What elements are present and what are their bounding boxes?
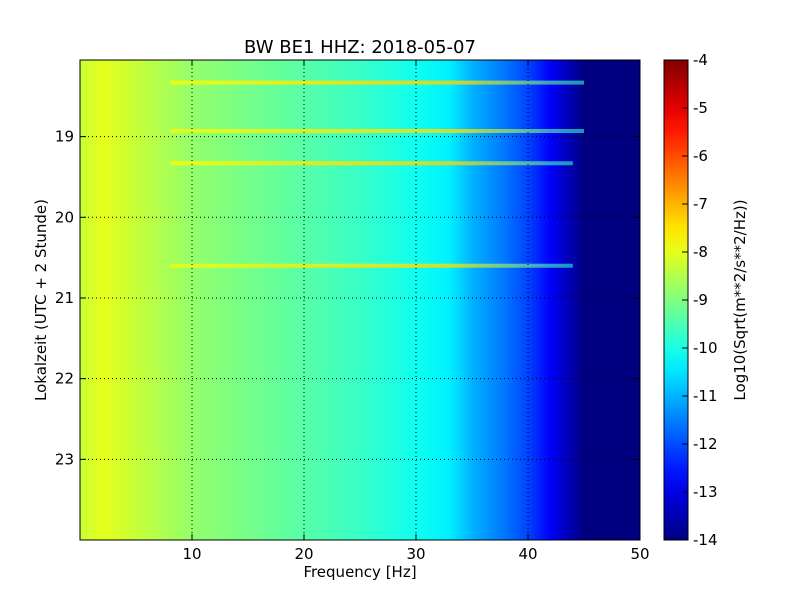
y-tick-label: 19 bbox=[55, 128, 74, 146]
colorbar-label: Log10(Sqrt(m**2/s**2/Hz)) bbox=[731, 199, 749, 400]
x-tick-label: 20 bbox=[294, 545, 313, 563]
x-tick-label: 50 bbox=[630, 545, 649, 563]
colorbar-tick-label: -8 bbox=[693, 243, 708, 261]
spectrogram-background bbox=[80, 60, 640, 540]
colorbar-tick-label: -13 bbox=[693, 483, 718, 501]
y-tick-label: 23 bbox=[55, 450, 74, 468]
colorbar-tick-label: -11 bbox=[693, 387, 718, 405]
y-axis-label: Lokalzeit (UTC + 2 Stunde) bbox=[32, 199, 50, 401]
colorbar-tick-label: -12 bbox=[693, 435, 718, 453]
horizontal-band bbox=[170, 128, 584, 133]
colorbar-tick-label: -10 bbox=[693, 339, 718, 357]
colorbar-ticks: -4 -5 -6 -7 -8 -9 -10 -11 -12 -13 -14 bbox=[682, 51, 718, 549]
y-tick-label: 20 bbox=[55, 208, 74, 226]
colorbar-tick-label: -4 bbox=[693, 51, 708, 69]
colorbar-tick-label: -9 bbox=[693, 291, 708, 309]
y-axis-ticks: 19 20 21 22 23 bbox=[55, 128, 640, 468]
plot-frame bbox=[79, 59, 641, 541]
y-tick-label: 21 bbox=[55, 289, 74, 307]
horizontal-band bbox=[170, 263, 573, 268]
y-tick-label: 22 bbox=[55, 370, 74, 388]
horizontal-band bbox=[170, 161, 573, 166]
colorbar-tick-label: -6 bbox=[693, 147, 708, 165]
colorbar-tick-label: -14 bbox=[693, 531, 718, 549]
x-axis-label: Frequency [Hz] bbox=[303, 563, 416, 581]
colorbar-tick-label: -7 bbox=[693, 195, 708, 213]
x-tick-label: 30 bbox=[406, 545, 425, 563]
colorbar-tick-label: -5 bbox=[693, 99, 708, 117]
x-tick-label: 40 bbox=[518, 545, 537, 563]
x-tick-label: 10 bbox=[182, 545, 201, 563]
x-axis-ticks: 10 20 30 40 50 bbox=[182, 60, 650, 563]
chart-title: BW BE1 HHZ: 2018-05-07 bbox=[244, 37, 476, 58]
grid bbox=[80, 60, 640, 540]
horizontal-band bbox=[170, 80, 584, 85]
spectrogram-plot-area bbox=[80, 60, 640, 540]
